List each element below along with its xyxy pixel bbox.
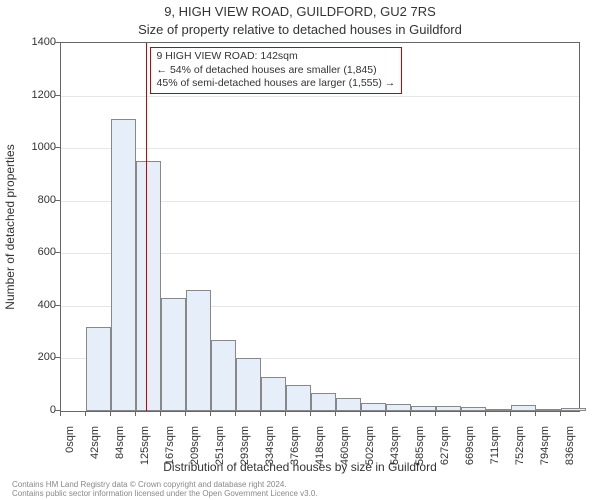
x-tick-label: 418sqm	[314, 416, 326, 426]
y-tick-label: 1200	[16, 89, 56, 101]
x-tick-label: 585sqm	[414, 416, 426, 426]
histogram-bar	[311, 393, 336, 411]
histogram-bar	[561, 408, 586, 411]
x-tick-label: 334sqm	[264, 416, 276, 426]
x-tick-mark	[85, 411, 86, 416]
x-tick-label: 836sqm	[564, 416, 576, 426]
histogram-bar	[286, 385, 311, 411]
histogram-bar	[261, 377, 286, 411]
x-tick-label: 125sqm	[139, 416, 151, 426]
histogram-bar	[436, 406, 461, 411]
x-tick-mark	[60, 411, 61, 416]
x-tick-mark	[185, 411, 186, 416]
x-tick-mark	[360, 411, 361, 416]
annotation-box: 9 HIGH VIEW ROAD: 142sqm← 54% of detache…	[150, 47, 403, 94]
annotation-line: 45% of semi-detached houses are larger (…	[157, 77, 396, 91]
histogram-bar	[111, 119, 136, 411]
histogram-bar	[486, 409, 511, 411]
reference-line	[146, 43, 147, 411]
x-tick-mark	[335, 411, 336, 416]
x-tick-mark	[485, 411, 486, 416]
chart-root: 9, HIGH VIEW ROAD, GUILDFORD, GU2 7RS Si…	[0, 0, 600, 500]
histogram-bar	[511, 405, 536, 411]
x-tick-label: 669sqm	[464, 416, 476, 426]
x-tick-label: 209sqm	[189, 416, 201, 426]
x-tick-mark	[260, 411, 261, 416]
plot-area: 9 HIGH VIEW ROAD: 142sqm← 54% of detache…	[60, 42, 580, 412]
x-tick-mark	[285, 411, 286, 416]
x-tick-mark	[535, 411, 536, 416]
annotation-line: ← 54% of detached houses are smaller (1,…	[157, 64, 396, 78]
histogram-bar	[336, 398, 361, 411]
page-subtitle: Size of property relative to detached ho…	[0, 22, 600, 37]
y-tick-label: 400	[16, 299, 56, 311]
x-tick-label: 376sqm	[289, 416, 301, 426]
x-tick-label: 293sqm	[239, 416, 251, 426]
y-tick-mark	[55, 252, 60, 253]
y-tick-label: 200	[16, 351, 56, 363]
x-tick-label: 627sqm	[439, 416, 451, 426]
x-tick-label: 752sqm	[514, 416, 526, 426]
histogram-bar	[461, 407, 486, 411]
y-tick-mark	[55, 42, 60, 43]
histogram-bar	[236, 358, 261, 411]
x-tick-label: 460sqm	[339, 416, 351, 426]
x-tick-label: 794sqm	[539, 416, 551, 426]
x-tick-mark	[160, 411, 161, 416]
histogram-bar	[361, 403, 386, 411]
y-tick-mark	[55, 357, 60, 358]
y-tick-mark	[55, 200, 60, 201]
x-tick-label: 84sqm	[114, 416, 126, 426]
x-tick-mark	[560, 411, 561, 416]
x-tick-label: 502sqm	[364, 416, 376, 426]
page-title: 9, HIGH VIEW ROAD, GUILDFORD, GU2 7RS	[0, 4, 600, 19]
x-tick-mark	[310, 411, 311, 416]
y-tick-label: 1000	[16, 141, 56, 153]
y-tick-mark	[55, 305, 60, 306]
x-tick-label: 251sqm	[214, 416, 226, 426]
footer-line-1: Contains HM Land Registry data © Crown c…	[12, 480, 318, 489]
gridline	[61, 148, 579, 149]
x-tick-label: 711sqm	[489, 416, 501, 426]
histogram-bar	[211, 340, 236, 411]
y-tick-label: 800	[16, 194, 56, 206]
x-tick-mark	[135, 411, 136, 416]
histogram-bar	[136, 161, 161, 411]
x-tick-label: 543sqm	[389, 416, 401, 426]
y-tick-mark	[55, 95, 60, 96]
x-tick-mark	[410, 411, 411, 416]
x-tick-mark	[435, 411, 436, 416]
x-tick-mark	[460, 411, 461, 416]
x-tick-mark	[210, 411, 211, 416]
histogram-bar	[411, 406, 436, 411]
x-tick-mark	[110, 411, 111, 416]
y-tick-mark	[55, 147, 60, 148]
annotation-line: 9 HIGH VIEW ROAD: 142sqm	[157, 50, 396, 64]
x-tick-mark	[510, 411, 511, 416]
y-tick-label: 1400	[16, 36, 56, 48]
x-tick-mark	[235, 411, 236, 416]
histogram-bar	[161, 298, 186, 411]
histogram-bar	[186, 290, 211, 411]
y-axis-label: Number of detached properties	[3, 144, 17, 309]
x-tick-label: 42sqm	[89, 416, 101, 426]
x-tick-mark	[385, 411, 386, 416]
x-tick-label: 0sqm	[64, 416, 76, 426]
histogram-bar	[536, 409, 561, 411]
footer-attribution: Contains HM Land Registry data © Crown c…	[12, 480, 318, 498]
gridline	[61, 96, 579, 97]
x-tick-label: 167sqm	[164, 416, 176, 426]
y-tick-label: 600	[16, 246, 56, 258]
y-tick-label: 0	[16, 404, 56, 416]
histogram-bar	[86, 327, 111, 411]
footer-line-2: Contains public sector information licen…	[12, 489, 318, 498]
histogram-bar	[386, 404, 411, 411]
